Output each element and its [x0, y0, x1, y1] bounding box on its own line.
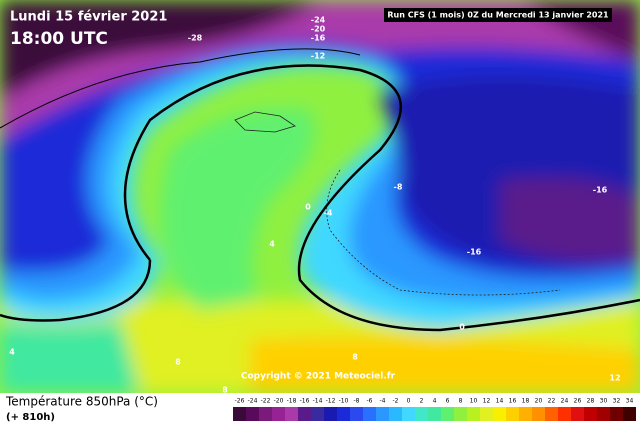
- scale-swatch: [545, 407, 558, 421]
- scale-swatch: [519, 407, 532, 421]
- scale-label: -8: [354, 398, 360, 405]
- scale-swatch: [493, 407, 506, 421]
- scale-swatch: [350, 407, 363, 421]
- scale-label: -26: [235, 398, 245, 405]
- scale-swatch: [259, 407, 272, 421]
- scale-label: 10: [470, 398, 478, 405]
- scale-swatch: [246, 407, 259, 421]
- contour-label: -16: [311, 34, 326, 43]
- contour-label: -8: [394, 183, 403, 192]
- scale-swatch: [389, 407, 402, 421]
- scale-label: -6: [367, 398, 373, 405]
- contour-label: -20: [311, 25, 326, 34]
- scale-swatch: [233, 407, 246, 421]
- scale-label: 12: [483, 398, 491, 405]
- scale-swatch: [558, 407, 571, 421]
- contour-label: -12: [311, 52, 325, 61]
- scale-label: -20: [274, 398, 284, 405]
- scale-label: 26: [574, 398, 582, 405]
- scale-swatch: [402, 407, 415, 421]
- scale-label: 0: [407, 398, 411, 405]
- scale-swatch: [415, 407, 428, 421]
- copyright: Copyright © 2021 Meteociel.fr: [241, 372, 396, 382]
- scale-swatch: [584, 407, 597, 421]
- scale-swatch: [337, 407, 350, 421]
- scale-swatch: [597, 407, 610, 421]
- contour-label: 0: [459, 323, 465, 332]
- scale-label: 32: [613, 398, 621, 405]
- scale-label: 20: [535, 398, 543, 405]
- scale-label: 18: [522, 398, 530, 405]
- scale-label: -4: [380, 398, 386, 405]
- scale-label: 22: [548, 398, 556, 405]
- scale-swatch: [376, 407, 389, 421]
- contour-label: 4: [9, 348, 15, 357]
- scale-swatch: [311, 407, 324, 421]
- contour-label: -4: [324, 209, 333, 218]
- scale-swatch: [467, 407, 480, 421]
- contour-label: -16: [593, 186, 608, 195]
- scale-swatch: [324, 407, 337, 421]
- scale-label: -18: [287, 398, 297, 405]
- scale-swatch: [285, 407, 298, 421]
- scale-label: -2: [393, 398, 399, 405]
- contour-label: 8: [352, 353, 358, 362]
- scale-swatch: [623, 407, 636, 421]
- lead-time: (+ 810h): [6, 412, 55, 423]
- scale-swatch: [506, 407, 519, 421]
- scale-label: -10: [339, 398, 349, 405]
- scale-swatch: [610, 407, 623, 421]
- contour-label: 4: [269, 240, 275, 249]
- contour-label: 0: [305, 203, 311, 212]
- scale-label: -24: [248, 398, 258, 405]
- scale-label: 24: [561, 398, 569, 405]
- scale-swatch: [441, 407, 454, 421]
- scale-label: 30: [600, 398, 608, 405]
- scale-label: 4: [433, 398, 437, 405]
- footer-title: Température 850hPa (°C): [5, 395, 158, 409]
- run-info: Run CFS (1 mois) 0Z du Mercredi 13 janvi…: [387, 11, 609, 20]
- date: Lundi 15 février 2021: [10, 10, 167, 25]
- scale-label: 6: [446, 398, 450, 405]
- scale-swatch: [571, 407, 584, 421]
- scale-swatch: [532, 407, 545, 421]
- contour-label: -28: [188, 34, 203, 43]
- scale-label: 34: [626, 398, 634, 405]
- scale-swatch: [363, 407, 376, 421]
- scale-label: 28: [587, 398, 595, 405]
- scale-label: -22: [261, 398, 271, 405]
- contour-label: 8: [175, 358, 181, 367]
- contour-label: 12: [609, 374, 620, 383]
- scale-label: 16: [509, 398, 517, 405]
- scale-label: -16: [300, 398, 310, 405]
- contour-label: 8: [222, 386, 228, 395]
- scale-label: 14: [496, 398, 504, 405]
- scale-swatch: [428, 407, 441, 421]
- scale-label: 2: [420, 398, 424, 405]
- temperature-map: Lundi 15 février 2021 18:00 UTC Run CFS …: [0, 0, 640, 395]
- scale-swatch: [480, 407, 493, 421]
- scale-label: 8: [459, 398, 463, 405]
- contour-label: -24: [311, 16, 326, 25]
- time: 18:00 UTC: [10, 29, 108, 49]
- scale-label: -12: [326, 398, 336, 405]
- scale-swatch: [298, 407, 311, 421]
- color-scale: -26 -24 -22 -20 -18 -16 -14 -12 -10 -8 -6 -4 -2 0 2 4 6 8…: [233, 398, 636, 421]
- scale-swatch: [272, 407, 285, 421]
- scale-swatch: [454, 407, 467, 421]
- contour-label: -16: [467, 248, 482, 257]
- scale-label: -14: [313, 398, 323, 405]
- run-box: [384, 8, 612, 22]
